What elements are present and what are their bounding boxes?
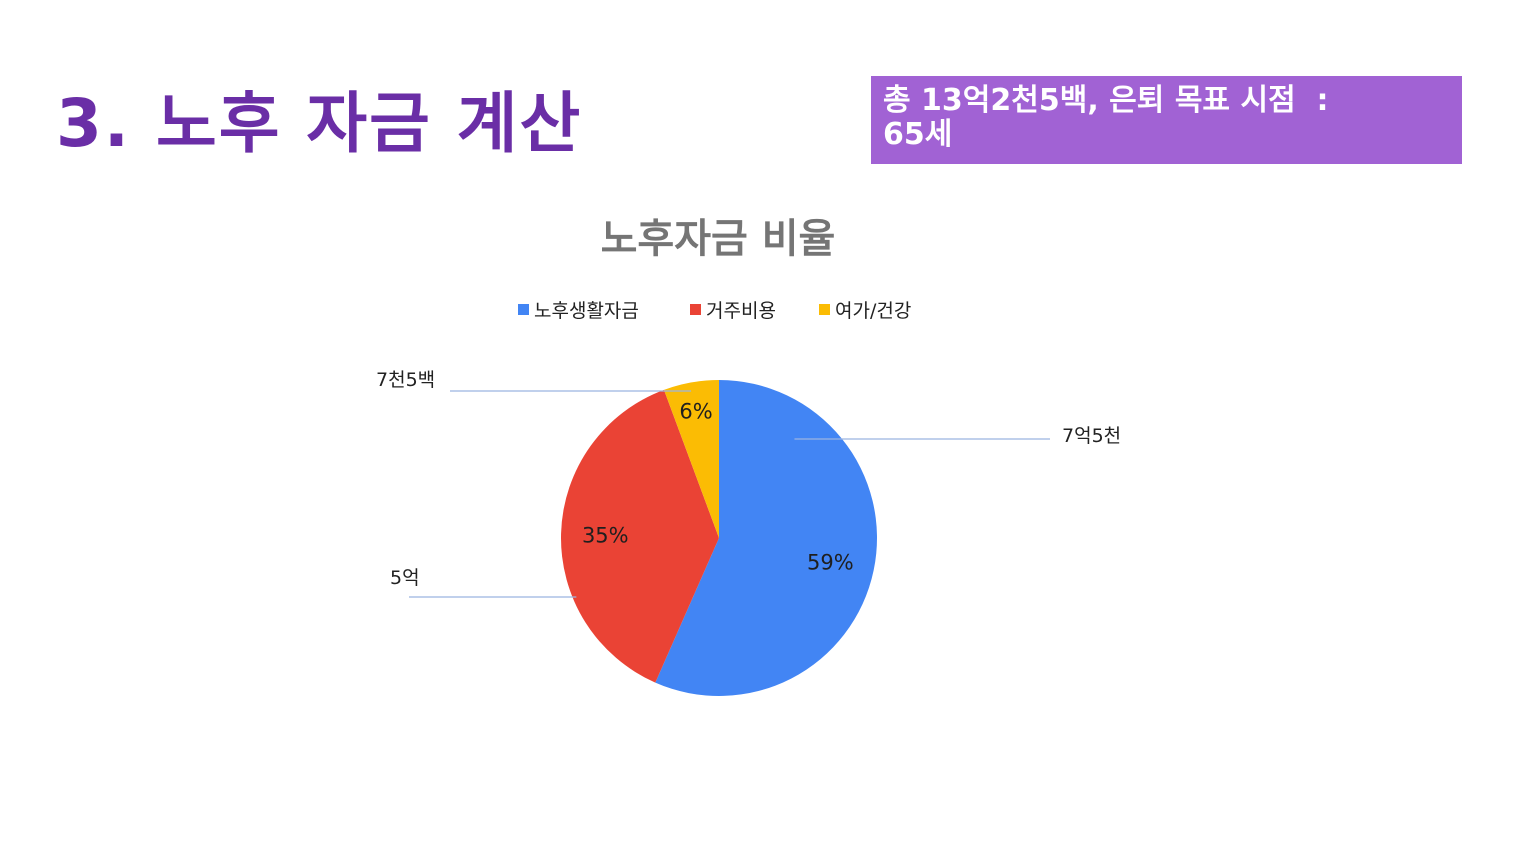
slice-percent-여가-건강: 6% [679,399,712,423]
slice-percent-거주비용: 35% [582,524,629,548]
legend-swatch-거주비용 [690,304,701,315]
legend-swatch-여가-건강 [819,304,830,315]
pie-slice-노후생활자금 [655,380,878,696]
slide-title: 3. 노후 자금 계산 [56,85,583,162]
chart-title: 노후자금 비율 [601,216,836,262]
summary-text: 총 13억2천5백, 은퇴 목표 시점 : 65세 [883,83,1329,152]
summary-box: 총 13억2천5백, 은퇴 목표 시점 : 65세 [871,76,1462,164]
slice-percent-노후생활자금: 59% [807,550,854,574]
callout-value-노후생활자금: 7억5천 [1062,425,1121,447]
chart-legend: 노후생활자금 거주비용 여가/건강 [518,300,911,322]
callout-value-거주비용: 5억 [390,567,420,589]
pie-slices: 59% 35% 6% [561,380,878,696]
pie-callouts: 7억5천 5억 7천5백 [376,369,1121,598]
legend-label-여가-건강: 여가/건강 [835,300,911,322]
pie-slice-여가-건강 [663,380,719,538]
legend-label-거주비용: 거주비용 [706,300,776,322]
callout-value-여가-건강: 7천5백 [376,369,435,391]
pie-slice-거주비용 [561,389,719,683]
legend-swatch-노후생활자금 [518,304,529,315]
legend-label-노후생활자금: 노후생활자금 [534,300,639,322]
